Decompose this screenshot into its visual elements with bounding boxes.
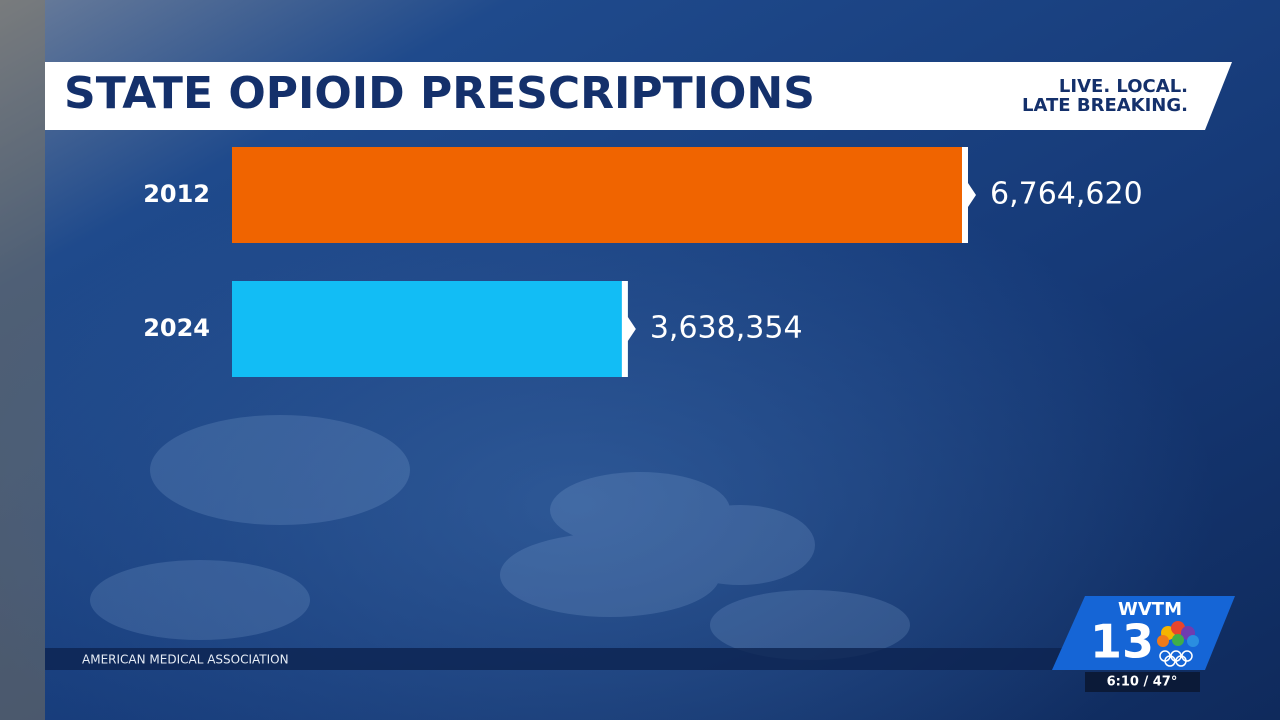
tagline: LATE BREAKING. [1022, 95, 1188, 116]
bar [232, 281, 628, 377]
category-label: 2024 [143, 314, 210, 342]
channel-number: 13 [1090, 615, 1154, 669]
bar-end-cap [621, 281, 636, 377]
value-label: 6,764,620 [990, 177, 1143, 212]
time-temp: 6:10 / 47° [1107, 675, 1178, 690]
station-name: WVTM [1118, 599, 1182, 620]
source-bar [45, 648, 1065, 670]
chart-title: STATE OPIOID PRESCRIPTIONS [64, 68, 815, 119]
plot-area: 2012 6,764,620 2024 3,638,354 [143, 147, 1143, 377]
bar [232, 147, 968, 243]
pill-shapes [90, 415, 910, 660]
title-bar [45, 62, 1232, 130]
time-bar [1085, 672, 1200, 692]
source: AMERICAN MEDICAL ASSOCIATION [82, 653, 289, 667]
category-label: 2012 [143, 180, 210, 208]
network-logo [1157, 621, 1199, 667]
value-label: 3,638,354 [650, 311, 803, 346]
bar-end-cap [962, 147, 976, 243]
tagline: LIVE. LOCAL. [1059, 76, 1188, 97]
